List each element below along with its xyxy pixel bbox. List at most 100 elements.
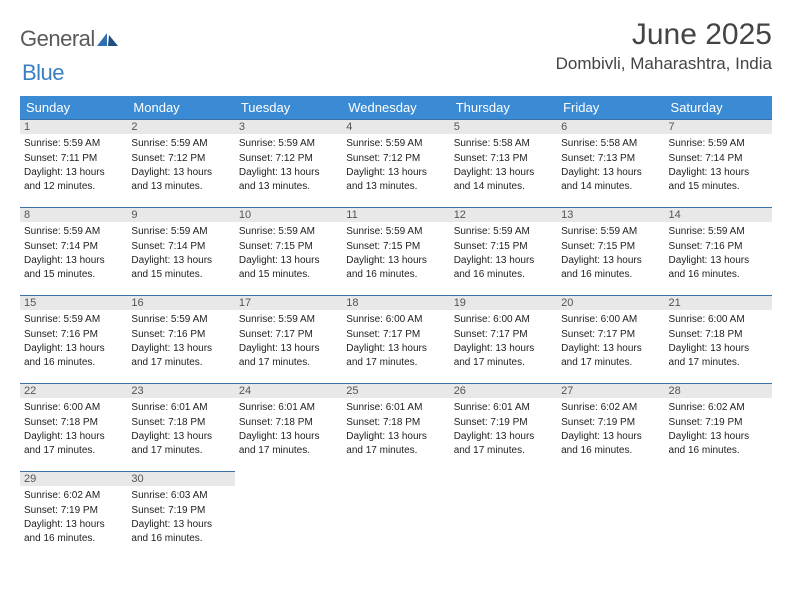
daylight-text: Daylight: 13 hours and 17 minutes. <box>454 430 553 457</box>
calendar-cell: 17 Sunrise: 5:59 AMSunset: 7:17 PMDayligh… <box>235 296 342 384</box>
sunset-text: Sunset: 7:18 PM <box>239 416 338 430</box>
daylight-text: Daylight: 13 hours and 14 minutes. <box>561 166 660 193</box>
daylight-text: Daylight: 13 hours and 12 minutes. <box>24 166 123 193</box>
daylight-text: Daylight: 13 hours and 17 minutes. <box>346 430 445 457</box>
calendar-cell: 10Sunrise: 5:59 AMSunset: 7:15 PMDayligh… <box>235 208 342 296</box>
daylight-text: Daylight: 13 hours and 17 minutes. <box>669 342 768 369</box>
sunset-text: Sunset: 7:14 PM <box>24 240 123 254</box>
sunset-text: Sunset: 7:19 PM <box>24 504 123 518</box>
day-header-sunday: Sunday <box>20 96 127 120</box>
sunrise-text: Sunrise: 5:59 AM <box>131 313 230 327</box>
sunrise-text: Sunrise: 6:00 AM <box>346 313 445 327</box>
sunrise-text: Sunrise: 5:59 AM <box>131 137 230 151</box>
daylight-text: Daylight: 13 hours and 16 minutes. <box>346 254 445 281</box>
day-number: 14 <box>665 208 772 222</box>
calendar-cell: 23Sunrise: 6:01 AMSunset: 7:18 PMDayligh… <box>127 384 234 472</box>
day-number: 2 <box>127 120 234 134</box>
calendar-cell: 30Sunrise: 6:03 AMSunset: 7:19 PMDayligh… <box>127 472 234 560</box>
sunrise-text: Sunrise: 5:59 AM <box>346 137 445 151</box>
daylight-text: Daylight: 13 hours and 17 minutes. <box>561 342 660 369</box>
calendar-cell: 2Sunrise: 5:59 AMSunset: 7:12 PMDaylight… <box>127 120 234 208</box>
sunrise-text: Sunrise: 5:59 AM <box>669 225 768 239</box>
sunset-text: Sunset: 7:12 PM <box>239 152 338 166</box>
calendar-cell: 11Sunrise: 5:59 AMSunset: 7:15 PMDayligh… <box>342 208 449 296</box>
sunset-text: Sunset: 7:15 PM <box>454 240 553 254</box>
daylight-text: Daylight: 13 hours and 16 minutes. <box>24 518 123 545</box>
calendar-cell: 28Sunrise: 6:02 AMSunset: 7:19 PMDayligh… <box>665 384 772 472</box>
sunset-text: Sunset: 7:13 PM <box>454 152 553 166</box>
daylight-text: Daylight: 13 hours and 16 minutes. <box>669 430 768 457</box>
daylight-text: Daylight: 13 hours and 14 minutes. <box>454 166 553 193</box>
daylight-text: Daylight: 13 hours and 16 minutes. <box>131 518 230 545</box>
sunset-text: Sunset: 7:13 PM <box>561 152 660 166</box>
sunrise-text: Sunrise: 5:59 AM <box>24 225 123 239</box>
sunrise-text: Sunrise: 6:00 AM <box>454 313 553 327</box>
day-number: 18 <box>342 296 449 310</box>
sunrise-text: Sunrise: 5:58 AM <box>454 137 553 151</box>
sunset-text: Sunset: 7:19 PM <box>669 416 768 430</box>
calendar-cell: 1Sunrise: 5:59 AMSunset: 7:11 PMDaylight… <box>20 120 127 208</box>
calendar-cell: 27 Sunrise: 6:02 AMSunset: 7:19 PMDayligh… <box>557 384 664 472</box>
day-number: 15 <box>20 296 127 310</box>
sunrise-text: Sunrise: 5:59 AM <box>24 313 123 327</box>
day-number: 17 <box>235 296 342 310</box>
calendar-cell: 29 Sunrise: 6:02 AMSunset: 7:19 PMDayligh… <box>20 472 127 560</box>
sunrise-text: Sunrise: 6:00 AM <box>24 401 123 415</box>
day-header-wednesday: Wednesday <box>342 96 449 120</box>
daylight-text: Daylight: 13 hours and 16 minutes. <box>669 254 768 281</box>
sunrise-text: Sunrise: 6:01 AM <box>131 401 230 415</box>
empty-cell <box>665 472 772 560</box>
calendar-cell: 9Sunrise: 5:59 AMSunset: 7:14 PMDaylight… <box>127 208 234 296</box>
day-number: 13 <box>557 208 664 222</box>
sunrise-text: Sunrise: 6:01 AM <box>454 401 553 415</box>
daylight-text: Daylight: 13 hours and 17 minutes. <box>239 342 338 369</box>
day-number: 29 <box>20 472 127 486</box>
day-header-tuesday: Tuesday <box>235 96 342 120</box>
day-number: 8 <box>20 208 127 222</box>
logo: General <box>20 26 121 52</box>
calendar-cell: 12Sunrise: 5:59 AMSunset: 7:15 PMDayligh… <box>450 208 557 296</box>
daylight-text: Daylight: 13 hours and 13 minutes. <box>131 166 230 193</box>
empty-cell <box>342 472 449 560</box>
empty-cell <box>450 472 557 560</box>
sunset-text: Sunset: 7:14 PM <box>131 240 230 254</box>
sunrise-text: Sunrise: 6:02 AM <box>561 401 660 415</box>
sunrise-text: Sunrise: 6:00 AM <box>669 313 768 327</box>
calendar-cell: 7Sunrise: 5:59 AMSunset: 7:14 PMDaylight… <box>665 120 772 208</box>
logo-text-blue: Blue <box>22 60 64 85</box>
sunrise-text: Sunrise: 6:01 AM <box>239 401 338 415</box>
sunset-text: Sunset: 7:17 PM <box>561 328 660 342</box>
sunset-text: Sunset: 7:14 PM <box>669 152 768 166</box>
sunrise-text: Sunrise: 5:59 AM <box>239 313 338 327</box>
sunrise-text: Sunrise: 5:59 AM <box>346 225 445 239</box>
sunset-text: Sunset: 7:15 PM <box>346 240 445 254</box>
sail-icon <box>97 31 119 47</box>
daylight-text: Daylight: 13 hours and 15 minutes. <box>669 166 768 193</box>
day-header-friday: Friday <box>557 96 664 120</box>
calendar-cell: 16Sunrise: 5:59 AMSunset: 7:16 PMDayligh… <box>127 296 234 384</box>
calendar-table: Sunday Monday Tuesday Wednesday Thursday… <box>20 96 772 560</box>
day-number: 26 <box>450 384 557 398</box>
sunset-text: Sunset: 7:18 PM <box>669 328 768 342</box>
sunset-text: Sunset: 7:12 PM <box>346 152 445 166</box>
day-number: 27 <box>557 384 664 398</box>
daylight-text: Daylight: 13 hours and 17 minutes. <box>346 342 445 369</box>
daylight-text: Daylight: 13 hours and 13 minutes. <box>239 166 338 193</box>
day-number: 12 <box>450 208 557 222</box>
daylight-text: Daylight: 13 hours and 16 minutes. <box>561 430 660 457</box>
sunset-text: Sunset: 7:15 PM <box>239 240 338 254</box>
calendar-cell: 13Sunrise: 5:59 AMSunset: 7:15 PMDayligh… <box>557 208 664 296</box>
calendar-cell: 4Sunrise: 5:59 AMSunset: 7:12 PMDaylight… <box>342 120 449 208</box>
day-number: 20 <box>557 296 664 310</box>
day-header-monday: Monday <box>127 96 234 120</box>
sunset-text: Sunset: 7:17 PM <box>239 328 338 342</box>
day-number: 16 <box>127 296 234 310</box>
sunrise-text: Sunrise: 6:02 AM <box>24 489 123 503</box>
calendar-cell: 20Sunrise: 6:00 AMSunset: 7:17 PMDayligh… <box>557 296 664 384</box>
sunrise-text: Sunrise: 6:03 AM <box>131 489 230 503</box>
daylight-text: Daylight: 13 hours and 17 minutes. <box>131 342 230 369</box>
day-header-row: Sunday Monday Tuesday Wednesday Thursday… <box>20 96 772 120</box>
sunset-text: Sunset: 7:19 PM <box>561 416 660 430</box>
sunset-text: Sunset: 7:17 PM <box>454 328 553 342</box>
day-number: 10 <box>235 208 342 222</box>
